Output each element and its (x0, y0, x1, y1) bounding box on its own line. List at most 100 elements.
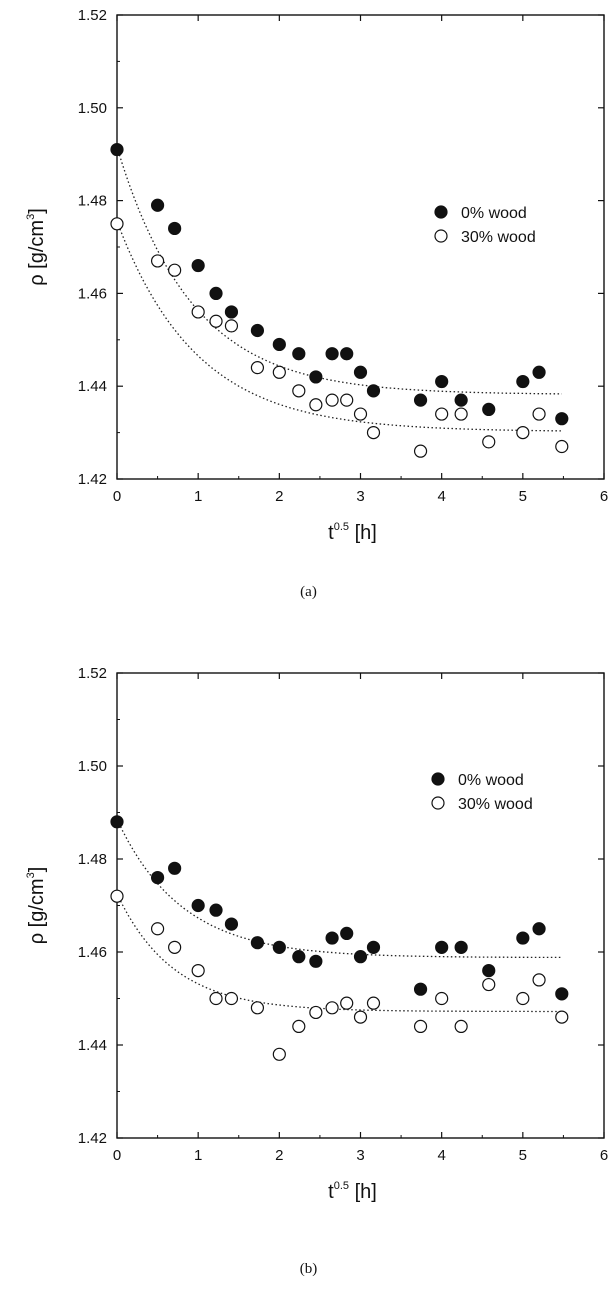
data-point-open (224, 991, 239, 1006)
data-point-open (309, 1005, 323, 1020)
legend-marker-open (431, 796, 445, 810)
x-tick-label: 1 (194, 1147, 202, 1164)
data-point-filled (413, 982, 428, 996)
data-point-open (150, 922, 165, 936)
chart-panel-b: 0 1 2 3 4 5 6 1.42 1.44 1.46 1.48 1.50 1.52 t0.5 [h] ρ… (25, 665, 608, 1277)
data-point-filled (353, 950, 368, 964)
data-point-open (353, 407, 368, 421)
data-point-filled (435, 374, 449, 389)
data-point-filled (150, 198, 165, 212)
x-tick-label: 2 (275, 1147, 283, 1164)
x-axis-title: t0.5 [h] (328, 521, 377, 544)
data-point-filled (168, 861, 182, 875)
y-tick-label: 1.50 (78, 100, 107, 117)
y-axis-title: ρ [g/cm3] (25, 208, 48, 286)
data-point-open (272, 1047, 286, 1061)
legend-marker-filled (434, 205, 448, 219)
data-point-open (110, 889, 124, 903)
data-point-open (250, 361, 265, 375)
data-point-filled (366, 940, 381, 954)
data-point-filled (191, 258, 205, 273)
data-point-open (272, 365, 286, 379)
data-point-filled (482, 963, 496, 978)
data-point-open (325, 1001, 339, 1015)
data-point-filled (168, 221, 182, 236)
data-point-open (168, 263, 182, 277)
legend-marker-filled (431, 772, 445, 786)
y-tick-label: 1.50 (78, 758, 107, 775)
x-axis-title: t0.5 [h] (328, 1180, 377, 1203)
data-point-filled (353, 365, 368, 379)
x-tick-label: 3 (356, 488, 364, 505)
data-point-filled (325, 931, 339, 945)
y-tick-label: 1.52 (78, 7, 107, 24)
data-point-open (209, 991, 223, 1006)
x-tick-label: 4 (437, 1147, 445, 1164)
data-point-filled (532, 365, 546, 379)
x-tick-label: 5 (519, 1147, 527, 1164)
data-point-filled (209, 903, 223, 917)
data-point-open (516, 991, 530, 1006)
data-point-filled (250, 936, 265, 950)
data-point-filled (340, 347, 354, 361)
chart-panel-a: 0 1 2 3 4 5 6 1.42 1.44 1.46 1.48 1.50 1.52 t0.5 [h] ρ… (25, 7, 608, 600)
data-point-filled (191, 898, 205, 913)
data-point-open (150, 254, 165, 268)
data-point-filled (209, 286, 223, 300)
data-point-open (482, 435, 496, 449)
data-point-open (555, 1010, 569, 1024)
data-point-filled (325, 347, 339, 361)
plot-frame (116, 672, 605, 1139)
data-point-open (309, 398, 323, 412)
data-point-open (532, 973, 546, 987)
fit-curve-open (116, 893, 562, 1013)
y-tick-label: 1.42 (78, 1130, 107, 1147)
y-tick-label: 1.46 (78, 285, 107, 302)
fit-curve-filled (116, 147, 562, 395)
data-point-open (340, 996, 354, 1010)
legend-label: 0% wood (461, 205, 527, 222)
x-tick-label: 6 (600, 488, 608, 505)
x-tick-label: 0 (113, 488, 121, 505)
x-tick-label: 4 (437, 488, 445, 505)
y-tick-label: 1.46 (78, 944, 107, 961)
data-point-open (366, 996, 381, 1010)
data-point-filled (555, 987, 569, 1001)
data-point-open (435, 991, 449, 1006)
data-point-filled (272, 940, 286, 954)
data-point-open (191, 963, 205, 978)
x-tick-label: 5 (519, 488, 527, 505)
data-point-filled (292, 950, 306, 964)
data-point-filled (110, 815, 124, 829)
y-tick-label: 1.48 (78, 851, 107, 868)
data-point-open (413, 1019, 428, 1034)
data-point-filled (366, 384, 381, 398)
data-point-open (250, 1001, 265, 1015)
x-tick-label: 0 (113, 1147, 121, 1164)
y-tick-label: 1.44 (78, 378, 107, 395)
data-point-open (482, 977, 496, 992)
data-point-filled (309, 370, 323, 384)
data-point-open (454, 1019, 468, 1034)
data-point-open (224, 319, 239, 333)
data-point-filled (516, 374, 530, 389)
data-point-filled (150, 870, 165, 885)
data-point-open (292, 384, 306, 398)
legend-marker-open (434, 229, 448, 243)
data-point-open (340, 393, 354, 407)
y-tick-label: 1.44 (78, 1037, 107, 1054)
data-point-filled (340, 926, 354, 941)
data-point-filled (292, 347, 306, 361)
data-point-open (191, 305, 205, 319)
legend-label: 30% wood (458, 796, 533, 813)
panel-caption: (b) (300, 1261, 318, 1277)
data-point-filled (224, 305, 239, 319)
data-point-open (209, 314, 223, 328)
fit-curve-open (116, 221, 562, 432)
legend-label: 0% wood (458, 772, 524, 789)
x-tick-label: 2 (275, 488, 283, 505)
y-axis-title: ρ [g/cm3] (25, 867, 48, 945)
data-point-open (110, 217, 124, 231)
data-point-open (435, 407, 449, 421)
